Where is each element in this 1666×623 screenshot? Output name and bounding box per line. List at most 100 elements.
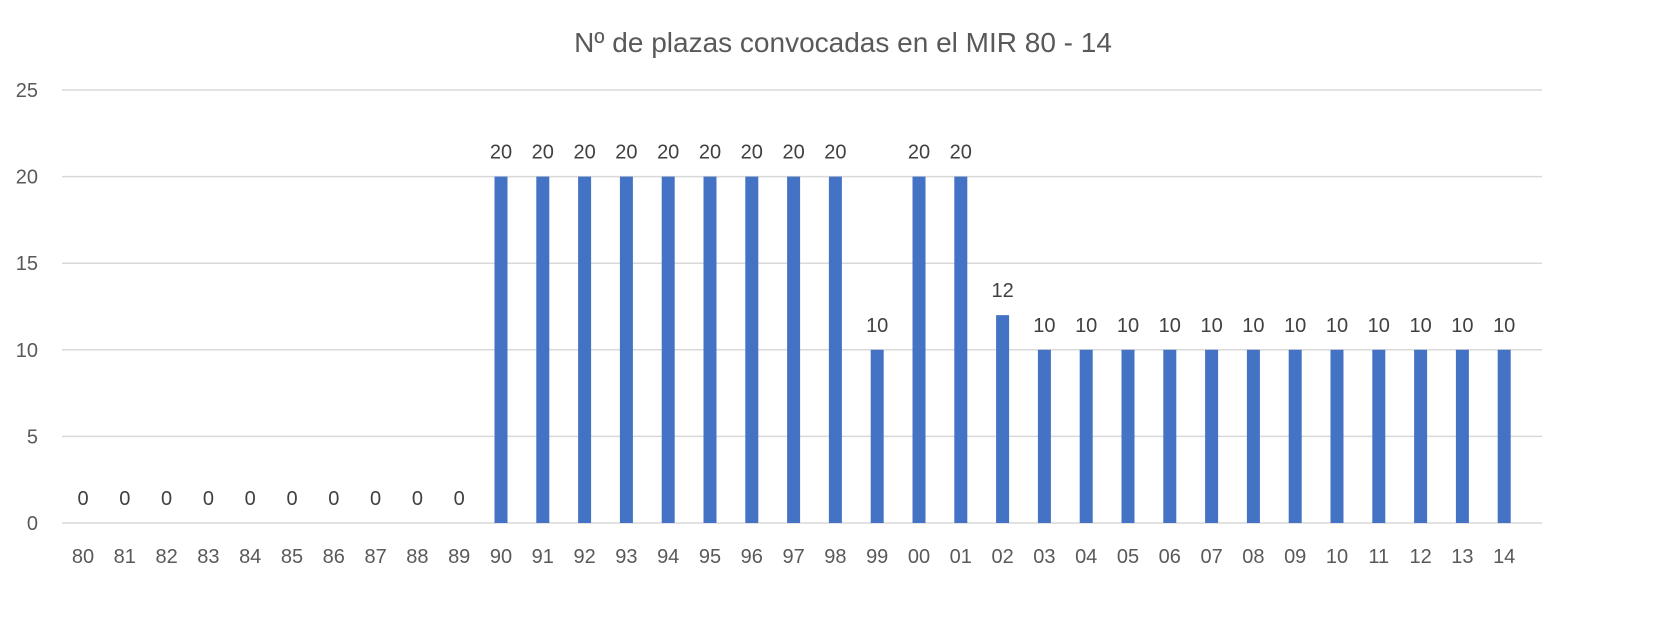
bar	[1205, 349, 1219, 523]
x-tick-label: 93	[615, 546, 637, 568]
data-label: 0	[454, 488, 465, 510]
y-tick-label: 10	[16, 340, 38, 362]
x-tick-label: 91	[532, 546, 554, 568]
data-label: 10	[1493, 315, 1515, 337]
x-tick-label: 92	[573, 546, 595, 568]
x-tick-label: 13	[1451, 546, 1473, 568]
x-tick-label: 84	[239, 546, 261, 568]
data-label: 0	[328, 488, 339, 510]
x-tick-label: 89	[448, 546, 470, 568]
data-label: 10	[1326, 315, 1348, 337]
x-tick-label: 02	[991, 546, 1013, 568]
y-tick-label: 20	[16, 167, 38, 189]
data-label: 0	[245, 488, 256, 510]
x-tick-label: 80	[72, 546, 94, 568]
y-tick-label: 25	[16, 80, 38, 102]
chart-title: Nº de plazas convocadas en el MIR 80 - 1…	[574, 27, 1112, 58]
bar	[1163, 349, 1177, 523]
bar	[578, 176, 592, 523]
x-tick-label: 10	[1326, 546, 1348, 568]
x-tick-label: 05	[1117, 546, 1139, 568]
data-label: 10	[1451, 315, 1473, 337]
x-tick-label: 14	[1493, 546, 1515, 568]
x-tick-label: 08	[1242, 546, 1264, 568]
x-tick-label: 03	[1033, 546, 1055, 568]
data-label: 20	[950, 142, 972, 164]
bars	[494, 176, 1511, 523]
x-tick-label: 99	[866, 546, 888, 568]
x-tick-label: 82	[155, 546, 177, 568]
x-tick-label: 01	[950, 546, 972, 568]
x-tick-label: 06	[1159, 546, 1181, 568]
x-tick-label: 11	[1368, 546, 1389, 568]
data-label: 12	[991, 280, 1013, 302]
bar	[1455, 349, 1469, 523]
bar	[828, 176, 842, 523]
bar	[1414, 349, 1428, 523]
data-label: 20	[782, 142, 804, 164]
x-axis-tick-labels: 80 81 82 83 84 85 86 87 88 89 90 91 92 93 94 95 96 97 98 99…	[72, 546, 1515, 568]
data-label: 20	[615, 142, 637, 164]
data-label: 20	[532, 142, 554, 164]
x-tick-label: 00	[908, 546, 930, 568]
y-tick-label: 0	[27, 513, 38, 535]
data-label: 10	[1075, 315, 1097, 337]
bar	[1497, 349, 1511, 523]
bar	[661, 176, 675, 523]
data-label: 10	[1159, 315, 1181, 337]
data-label: 0	[161, 488, 172, 510]
x-tick-label: 96	[741, 546, 763, 568]
x-tick-label: 81	[114, 546, 136, 568]
x-tick-label: 86	[323, 546, 345, 568]
data-label: 10	[1117, 315, 1139, 337]
data-label: 10	[1200, 315, 1222, 337]
y-tick-label: 5	[27, 426, 38, 448]
bar	[494, 176, 508, 523]
x-tick-label: 87	[364, 546, 386, 568]
x-tick-label: 85	[281, 546, 303, 568]
bar	[912, 176, 926, 523]
x-tick-label: 04	[1075, 546, 1097, 568]
data-label: 0	[203, 488, 214, 510]
x-tick-label: 95	[699, 546, 721, 568]
data-label: 10	[1368, 315, 1390, 337]
data-label: 20	[573, 142, 595, 164]
data-label: 0	[370, 488, 381, 510]
bar	[787, 176, 801, 523]
data-label: 10	[866, 315, 888, 337]
y-axis-tick-labels: 0 5 10 15 20 25	[16, 80, 38, 535]
data-label: 20	[824, 142, 846, 164]
data-label: 10	[1242, 315, 1264, 337]
data-label: 0	[77, 488, 88, 510]
data-label: 10	[1409, 315, 1431, 337]
bar	[1288, 349, 1302, 523]
data-label: 20	[657, 142, 679, 164]
data-label: 20	[908, 142, 930, 164]
data-label: 10	[1033, 315, 1055, 337]
bar	[1330, 349, 1344, 523]
bar	[619, 176, 633, 523]
x-tick-label: 94	[657, 546, 679, 568]
x-tick-label: 12	[1409, 546, 1431, 568]
bar	[745, 176, 759, 523]
data-label: 20	[699, 142, 721, 164]
y-tick-label: 15	[16, 253, 38, 275]
bar	[536, 176, 550, 523]
data-label: 20	[741, 142, 763, 164]
data-label: 0	[119, 488, 130, 510]
bar	[1372, 349, 1386, 523]
bar	[996, 315, 1010, 523]
bar	[954, 176, 968, 523]
bar	[703, 176, 717, 523]
data-label: 10	[1284, 315, 1306, 337]
x-tick-label: 90	[490, 546, 512, 568]
x-tick-label: 98	[824, 546, 846, 568]
x-tick-label: 88	[406, 546, 428, 568]
x-tick-label: 09	[1284, 546, 1306, 568]
x-tick-label: 07	[1200, 546, 1222, 568]
data-label: 0	[286, 488, 297, 510]
bar	[870, 349, 884, 523]
bar	[1037, 349, 1051, 523]
